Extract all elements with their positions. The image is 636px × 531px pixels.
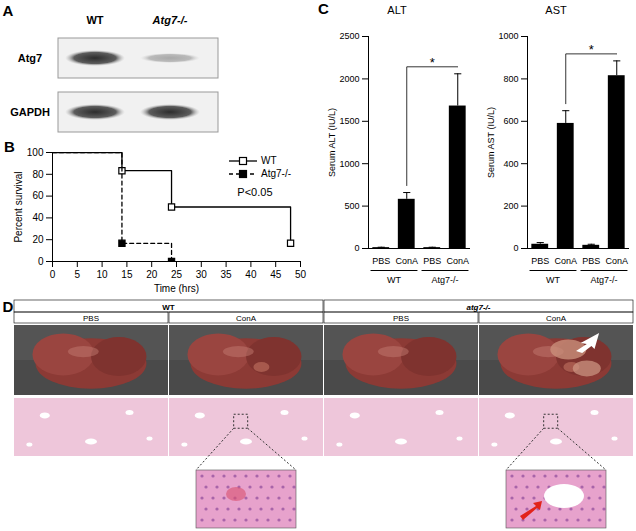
svg-text:Atg7-/-: Atg7-/- [152, 14, 188, 26]
svg-text:Serum ALT (IU/L): Serum ALT (IU/L) [327, 108, 337, 177]
svg-text:PBS: PBS [531, 256, 549, 266]
svg-text:Atg7-/-: Atg7-/- [590, 275, 617, 285]
svg-text:PBS: PBS [83, 314, 99, 323]
svg-text:15: 15 [121, 269, 133, 280]
svg-text:5: 5 [75, 269, 81, 280]
svg-text:WT: WT [387, 275, 401, 285]
svg-text:Atg7: Atg7 [18, 52, 42, 64]
svg-text:atg7-/-: atg7-/- [467, 303, 491, 312]
svg-text:Time (hrs): Time (hrs) [154, 283, 199, 294]
svg-text:20: 20 [32, 234, 44, 245]
html-text:B: B [4, 138, 15, 155]
svg-text:*: * [430, 55, 435, 70]
svg-text:0: 0 [513, 243, 518, 253]
svg-text:1000: 1000 [339, 159, 359, 169]
svg-text:PBS: PBS [582, 256, 600, 266]
svg-text:PBS: PBS [393, 314, 409, 323]
html-text:AST: AST [545, 4, 567, 16]
svg-text:ConA: ConA [546, 314, 567, 323]
svg-text:60: 60 [32, 190, 44, 201]
svg-text:P<0.05: P<0.05 [237, 186, 272, 198]
html-text:ALT: ALT [387, 4, 407, 16]
svg-text:30: 30 [196, 269, 208, 280]
svg-text:10: 10 [97, 269, 109, 280]
svg-text:D: D [3, 298, 14, 315]
svg-text:200: 200 [503, 201, 518, 211]
svg-text:Percent survival: Percent survival [13, 171, 24, 242]
html-text:Atg7-/-: Atg7-/- [261, 168, 291, 179]
svg-text:2500: 2500 [339, 31, 359, 41]
svg-text:2000: 2000 [339, 74, 359, 84]
svg-text:40: 40 [32, 212, 44, 223]
svg-text:45: 45 [270, 269, 282, 280]
svg-text:WT: WT [162, 303, 175, 312]
svg-text:100: 100 [27, 147, 44, 158]
svg-text:50: 50 [295, 269, 307, 280]
svg-text:400: 400 [503, 159, 518, 169]
svg-text:25: 25 [171, 269, 183, 280]
svg-text:A: A [3, 2, 14, 19]
svg-text:WT: WT [546, 275, 560, 285]
svg-text:20: 20 [146, 269, 158, 280]
svg-text:Atg7-/-: Atg7-/- [431, 275, 458, 285]
svg-text:GAPDH: GAPDH [10, 106, 50, 118]
svg-text:0: 0 [50, 269, 56, 280]
svg-text:*: * [589, 42, 594, 57]
svg-text:0: 0 [354, 243, 359, 253]
svg-text:600: 600 [503, 116, 518, 126]
svg-text:500: 500 [344, 201, 359, 211]
svg-text:35: 35 [221, 269, 233, 280]
svg-text:80: 80 [32, 169, 44, 180]
svg-text:ConA: ConA [554, 256, 577, 266]
html-text:C: C [318, 0, 329, 17]
svg-text:WT: WT [86, 14, 103, 26]
svg-text:PBS: PBS [372, 256, 390, 266]
svg-text:PBS: PBS [423, 256, 441, 266]
svg-text:1500: 1500 [339, 116, 359, 126]
svg-text:ConA: ConA [605, 256, 628, 266]
html-text:WT: WT [261, 155, 277, 166]
svg-text:1000: 1000 [498, 31, 518, 41]
svg-text:ConA: ConA [236, 314, 257, 323]
svg-text:Serum AST (IU/L): Serum AST (IU/L) [486, 107, 496, 178]
svg-text:40: 40 [245, 269, 257, 280]
svg-text:800: 800 [503, 74, 518, 84]
svg-text:ConA: ConA [395, 256, 418, 266]
svg-text:ConA: ConA [446, 256, 469, 266]
svg-text:0: 0 [38, 256, 44, 267]
